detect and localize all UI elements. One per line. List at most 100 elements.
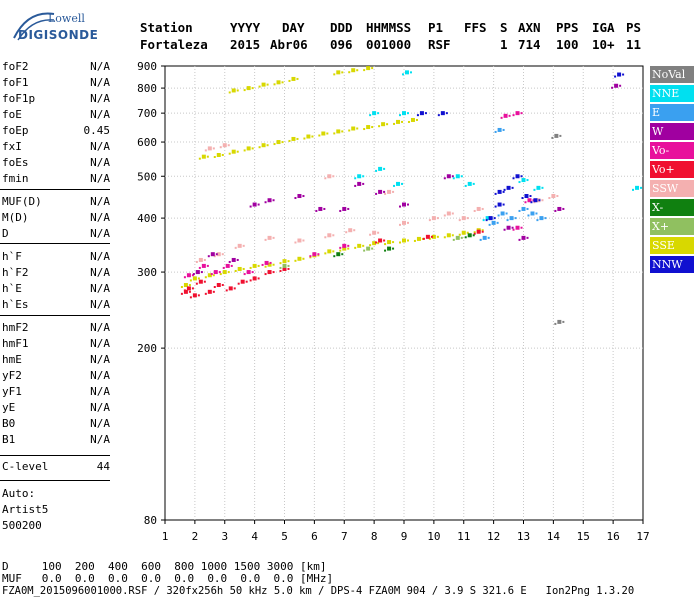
x-tick-label: 16	[607, 530, 620, 543]
data-point-trace	[512, 228, 515, 231]
data-point	[557, 319, 562, 324]
data-point-trace	[487, 236, 490, 239]
data-point	[521, 235, 526, 240]
data-point-trace	[294, 241, 297, 244]
data-point-trace	[428, 219, 431, 222]
data-point	[461, 230, 466, 235]
data-point-trace	[363, 249, 366, 252]
data-point-trace	[526, 179, 529, 182]
x-tick-label: 14	[547, 530, 561, 543]
data-point	[536, 185, 541, 190]
legend-item: Vo+	[650, 161, 694, 178]
data-point	[446, 211, 451, 216]
param-value: N/A	[90, 353, 110, 366]
data-point	[261, 82, 266, 87]
data-point-trace	[225, 289, 228, 292]
data-point-trace	[409, 71, 412, 74]
data-point-trace	[530, 201, 533, 204]
data-point	[557, 206, 562, 211]
data-point-trace	[377, 112, 380, 115]
data-point	[186, 286, 191, 291]
data-point	[521, 206, 526, 211]
x-tick-label: 9	[401, 530, 408, 543]
data-point	[551, 194, 556, 199]
data-point-trace	[195, 260, 198, 263]
data-point-trace	[261, 263, 264, 266]
data-point	[282, 259, 287, 264]
data-point-trace	[556, 195, 559, 198]
data-point-trace	[356, 127, 359, 130]
param-name: foF1	[2, 76, 29, 89]
data-point-trace	[384, 243, 387, 246]
data-point-trace	[210, 273, 213, 276]
data-point-trace	[219, 273, 222, 276]
param-row: foF1p N/A	[2, 92, 110, 108]
y-tick-label: 400	[137, 212, 157, 225]
data-point-trace	[339, 246, 342, 249]
data-point	[201, 263, 206, 268]
param-row: h`E N/A	[2, 282, 110, 298]
data-point-trace	[266, 83, 269, 86]
param-row: yF2 N/A	[2, 369, 110, 385]
x-tick-label: 11	[457, 530, 470, 543]
data-point-trace	[503, 228, 506, 231]
data-point-trace	[497, 214, 500, 217]
header-label-2: DAY	[282, 20, 305, 35]
param-name: hmF2	[2, 321, 29, 334]
param-separator	[0, 480, 110, 481]
data-point-trace	[264, 238, 267, 241]
data-point-trace	[294, 259, 297, 262]
data-point-trace	[288, 139, 291, 142]
data-point-trace	[536, 219, 539, 222]
data-point-trace	[518, 181, 521, 184]
data-point-trace	[332, 250, 335, 253]
data-point-trace	[527, 214, 530, 217]
data-point	[402, 111, 406, 116]
data-point	[261, 143, 266, 148]
param-separator	[0, 243, 110, 244]
header-value-9: 100	[556, 37, 579, 52]
data-point	[195, 270, 200, 275]
data-point	[524, 194, 529, 199]
data-point-trace	[354, 177, 357, 180]
data-point-trace	[302, 195, 305, 198]
data-point-trace	[212, 290, 215, 293]
data-point-trace	[333, 132, 336, 135]
data-point-trace	[207, 255, 210, 258]
x-tick-label: 13	[517, 530, 530, 543]
data-point-trace	[221, 153, 224, 156]
param-separator	[0, 189, 110, 190]
data-point-trace	[230, 264, 233, 267]
data-point-trace	[416, 114, 419, 117]
data-point-trace	[362, 182, 365, 185]
data-point-trace	[506, 219, 509, 222]
data-point-trace	[324, 252, 327, 255]
data-point-trace	[496, 221, 499, 224]
data-point-trace	[538, 199, 541, 202]
data-point-trace	[249, 266, 252, 269]
param-row: foF2 N/A	[2, 60, 110, 76]
param-row: foF1 N/A	[2, 76, 110, 92]
data-point-trace	[188, 284, 191, 287]
legend-item: X-	[650, 199, 694, 216]
header-label-11: PS	[626, 20, 642, 35]
data-point-trace	[383, 190, 386, 193]
data-point-trace	[541, 186, 544, 189]
data-point-trace	[378, 125, 381, 128]
param-value: N/A	[90, 60, 110, 73]
param-name: yF1	[2, 385, 22, 398]
data-point	[455, 235, 460, 240]
data-point-trace	[347, 207, 350, 210]
data-point-trace	[512, 177, 515, 180]
data-point	[387, 246, 392, 251]
param-value: N/A	[90, 92, 110, 105]
x-tick-label: 7	[341, 530, 348, 543]
data-point-trace	[279, 269, 282, 272]
param-name: foF1p	[2, 92, 36, 105]
auto-label: Auto:	[2, 487, 36, 500]
data-point-trace	[544, 217, 547, 220]
lowell-digisonde-logo: Lowell DIGISONDE	[8, 8, 98, 48]
data-point-trace	[273, 143, 276, 146]
data-point-trace	[191, 287, 194, 290]
data-point	[491, 220, 496, 225]
